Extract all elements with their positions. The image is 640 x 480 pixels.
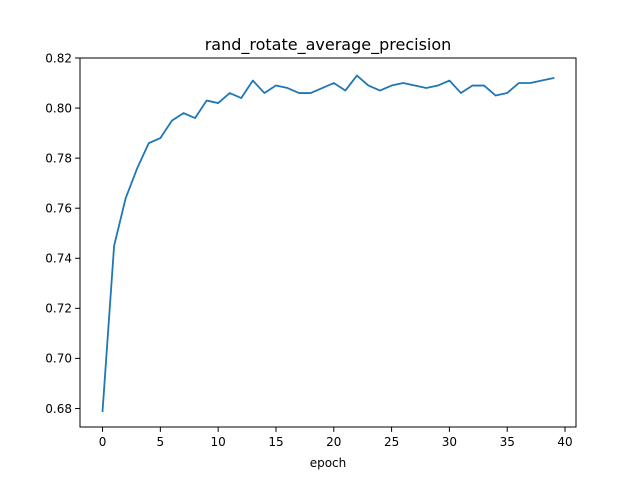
chart-title: rand_rotate_average_precision (205, 35, 452, 55)
y-tick-label: 0.72 (45, 302, 72, 316)
y-tick-label: 0.78 (45, 151, 72, 165)
plot-area (79, 57, 577, 428)
x-tick-label: 25 (384, 435, 399, 449)
y-tick-label: 0.82 (45, 51, 72, 65)
y-tick-label: 0.74 (45, 252, 72, 266)
x-axis: 0 5 10 15 20 25 30 35 40 (99, 427, 573, 449)
x-axis-label: epoch (310, 456, 347, 470)
y-tick-label: 0.70 (45, 352, 72, 366)
x-tick-label: 40 (557, 435, 572, 449)
y-axis: 0.68 0.70 0.72 0.74 0.76 0.78 0.80 0.82 (45, 51, 80, 416)
x-tick-label: 30 (442, 435, 457, 449)
series-line-0 (101, 74, 555, 412)
x-tick-label: 10 (211, 435, 226, 449)
x-tick-label: 5 (157, 435, 165, 449)
y-tick-label: 0.80 (45, 101, 72, 115)
x-tick-label: 15 (268, 435, 283, 449)
y-tick-label: 0.68 (45, 402, 72, 416)
plot-frame (79, 57, 577, 428)
x-tick-label: 0 (99, 435, 107, 449)
x-tick-label: 20 (326, 435, 341, 449)
x-tick-label: 35 (500, 435, 515, 449)
y-tick-label: 0.76 (45, 202, 72, 216)
